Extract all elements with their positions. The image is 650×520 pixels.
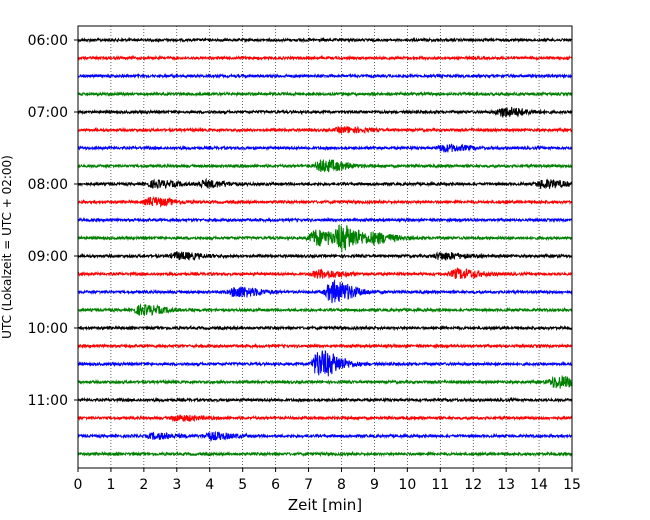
seismogram-trace xyxy=(77,54,573,62)
seismogram-trace xyxy=(77,342,573,350)
seismogram-trace xyxy=(77,106,573,118)
seismogram-trace xyxy=(77,303,573,317)
x-tick-label: 8 xyxy=(337,477,346,493)
y-tick-label: 06:00 xyxy=(28,33,68,49)
y-tick-label: 09:00 xyxy=(28,249,68,265)
x-tick-label: 10 xyxy=(398,477,416,493)
seismogram-trace xyxy=(77,90,573,98)
seismogram-traces xyxy=(77,36,573,458)
y-tick-label: 07:00 xyxy=(28,105,68,121)
x-tick-label: 3 xyxy=(172,477,181,493)
x-tick-label: 12 xyxy=(464,477,482,493)
y-axis-ticks: 06:00 07:00 08:00 09:00 10:00 11:00 xyxy=(28,33,78,409)
y-axis-label: UTC (Lokalzeit = UTC + 02:00) xyxy=(0,155,14,339)
x-tick-label: 7 xyxy=(304,477,313,493)
x-axis-ticks: 0 1 2 3 4 5 6 7 8 9 10 11 12 13 14 15 xyxy=(74,468,581,493)
seismogram-trace xyxy=(77,251,573,262)
seismogram-trace xyxy=(77,278,573,304)
seismogram-trace xyxy=(77,375,573,389)
x-tick-label: 2 xyxy=(139,477,148,493)
y-tick-label: 08:00 xyxy=(28,177,68,193)
seismogram-trace xyxy=(77,430,573,443)
x-tick-label: 4 xyxy=(205,477,214,493)
x-axis-label: Zeit [min] xyxy=(288,496,362,514)
seismogram-trace xyxy=(77,414,573,423)
x-tick-label: 5 xyxy=(238,477,247,493)
x-tick-label: 15 xyxy=(563,477,581,493)
y-tick-label: 10:00 xyxy=(28,321,68,337)
seismogram-trace xyxy=(77,224,573,253)
seismogram-trace xyxy=(77,396,573,404)
seismogram-trace xyxy=(77,267,573,279)
seismogram-trace xyxy=(77,36,573,44)
y-tick-label: 11:00 xyxy=(28,393,68,409)
x-tick-label: 14 xyxy=(530,477,548,493)
x-tick-label: 13 xyxy=(497,477,515,493)
seismogram-trace xyxy=(77,324,573,332)
seismogram-trace xyxy=(77,125,573,135)
seismogram-trace xyxy=(77,177,573,190)
x-tick-label: 0 xyxy=(74,477,83,493)
x-tick-label: 11 xyxy=(431,477,449,493)
seismogram-trace xyxy=(77,450,573,458)
plot-frame xyxy=(78,26,572,468)
x-tick-label: 1 xyxy=(106,477,115,493)
plot-border xyxy=(77,25,573,469)
seismogram-trace xyxy=(77,72,573,80)
x-tick-label: 9 xyxy=(370,477,379,493)
seismogram-trace xyxy=(77,195,573,208)
seismogram-trace xyxy=(77,216,573,224)
seismogram-trace xyxy=(77,350,573,377)
x-tick-label: 6 xyxy=(271,477,280,493)
seismogram-trace xyxy=(77,158,573,173)
seismogram-trace xyxy=(77,143,573,153)
